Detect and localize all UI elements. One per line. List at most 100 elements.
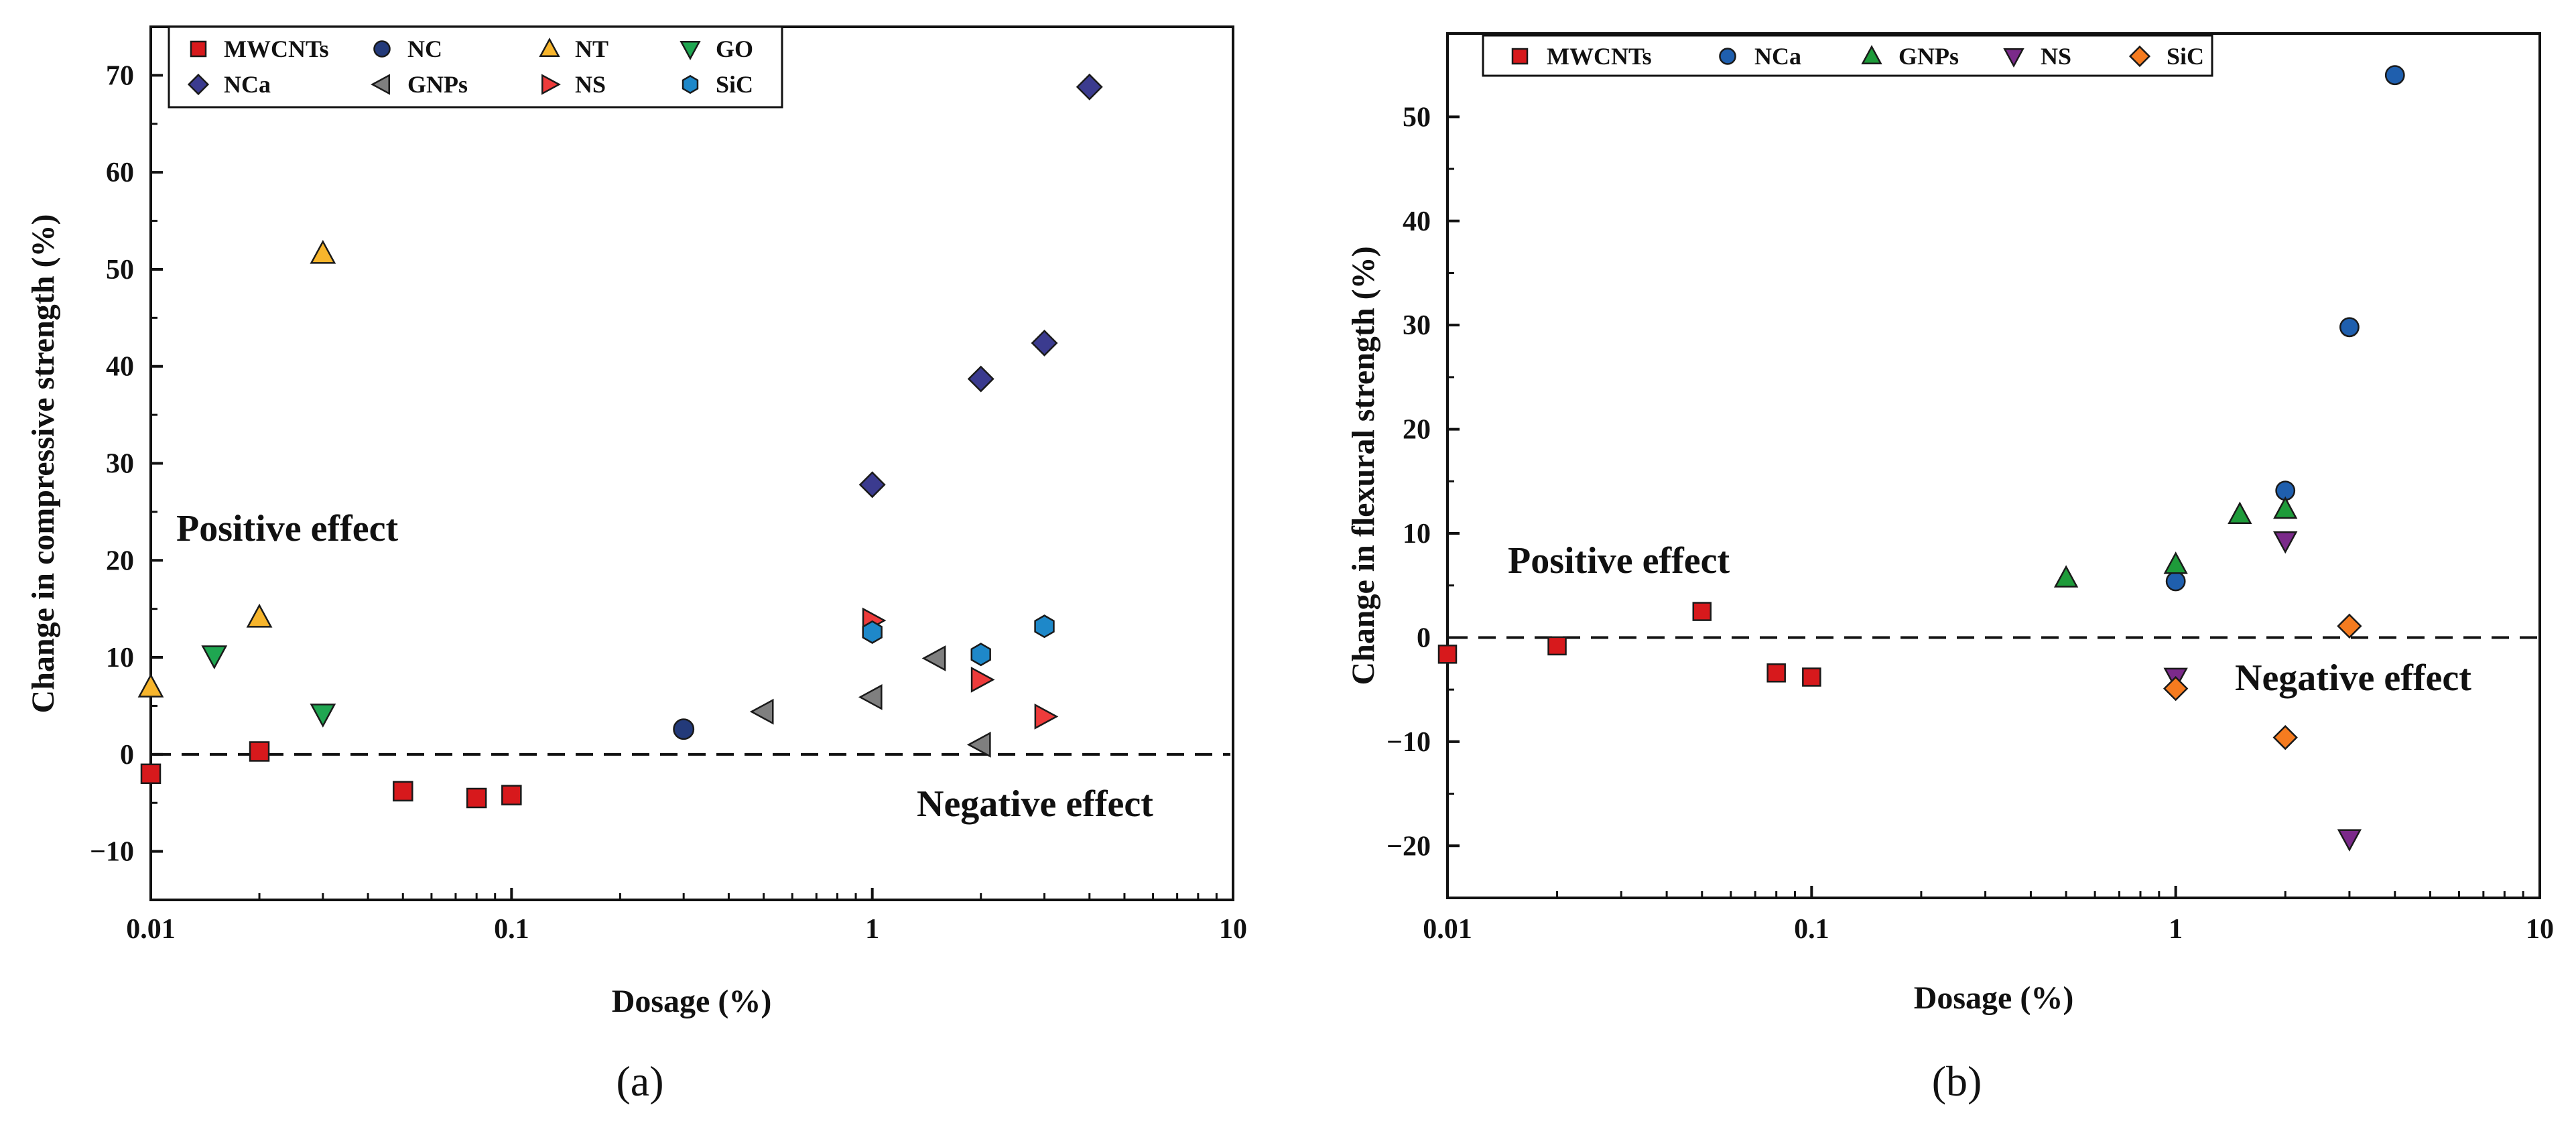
data-point-mwcnts bbox=[249, 741, 270, 762]
legend-label-nt: NT bbox=[575, 36, 608, 62]
data-point-sic bbox=[970, 643, 991, 667]
legend-label-gnps: GNPs bbox=[1898, 43, 1959, 70]
legend-marker-mwcnts bbox=[190, 40, 207, 58]
panel-b-legend: MWCNTs NCa GNPs NS SiC bbox=[1482, 34, 2213, 77]
legend-label-ns: NS bbox=[2041, 43, 2071, 70]
legend-marker-sic bbox=[2128, 45, 2151, 68]
y-tick-label: −20 bbox=[1387, 831, 1431, 862]
data-point-ns bbox=[2273, 531, 2298, 554]
legend-label-nca: NCa bbox=[1754, 43, 1801, 70]
y-tick-label: 50 bbox=[106, 255, 134, 285]
data-point-gnps bbox=[749, 698, 774, 725]
data-point-gnps bbox=[921, 645, 946, 671]
data-point-nca bbox=[2384, 65, 2405, 86]
legend-marker-sic bbox=[682, 74, 699, 94]
panel-b-points bbox=[1437, 65, 2405, 852]
data-point-mwcnts bbox=[501, 785, 522, 805]
panel-b-annotation-positive: Positive effect bbox=[1508, 540, 1730, 582]
legend-marker-gnps bbox=[1861, 45, 1882, 64]
panel-a-plot-frame bbox=[149, 25, 1234, 901]
data-point-mwcnts bbox=[140, 763, 162, 785]
panel-a-legend-box bbox=[168, 25, 783, 109]
data-point-ns bbox=[2337, 829, 2362, 852]
y-tick-label: −10 bbox=[1387, 727, 1431, 758]
legend-label-nc: NC bbox=[407, 36, 442, 62]
legend-marker-ns bbox=[541, 74, 561, 95]
data-point-nt bbox=[137, 673, 164, 698]
y-tick-label: 0 bbox=[1417, 622, 1431, 653]
panel-b-legend-box bbox=[1482, 34, 2213, 77]
panel-a-x-ticks: 0.01 0.1 1 10 bbox=[126, 888, 1247, 945]
x-tick-label: 0.01 bbox=[126, 914, 176, 945]
x-tick-label: 0.01 bbox=[1423, 914, 1472, 945]
data-point-sic bbox=[1034, 614, 1055, 639]
data-point-nca bbox=[858, 471, 886, 499]
legend-marker-mwcnts bbox=[1511, 48, 1529, 65]
panel-a: −10 0 10 20 30 40 50 60 70 0.01 0.1 1 10 Positive e… bbox=[25, 25, 1247, 1105]
panel-b: −20 −10 0 10 20 30 40 50 0.01 0.1 1 10 Positive ef… bbox=[1346, 32, 2554, 1105]
data-point-gnps bbox=[858, 684, 883, 710]
panel-b-annotation-negative: Negative effect bbox=[2235, 657, 2471, 699]
data-point-sic bbox=[2337, 613, 2362, 639]
panel-b-y-ticks: −20 −10 0 10 20 30 40 50 bbox=[1387, 102, 1460, 862]
legend-label-ns: NS bbox=[575, 71, 606, 98]
data-point-gnps bbox=[966, 731, 991, 758]
y-tick-label: 30 bbox=[1403, 310, 1431, 341]
panel-a-legend: MWCNTs NC NT GO NCa GNPs NS SiC bbox=[168, 25, 783, 109]
data-point-gnps bbox=[2053, 565, 2079, 588]
legend-label-mwcnts: MWCNTs bbox=[1547, 43, 1652, 70]
y-tick-label: 0 bbox=[120, 740, 134, 771]
data-point-go bbox=[201, 645, 228, 669]
panel-b-x-ticks: 0.01 0.1 1 10 bbox=[1423, 886, 2554, 945]
data-point-gnps bbox=[2273, 496, 2298, 519]
data-point-mwcnts bbox=[1692, 602, 1712, 621]
panel-a-annotation-negative: Negative effect bbox=[917, 783, 1153, 825]
x-tick-label: 10 bbox=[2526, 914, 2554, 945]
x-tick-label: 0.1 bbox=[1794, 914, 1829, 945]
panel-b-x-axis-title: Dosage (%) bbox=[1914, 980, 2074, 1016]
panel-a-points bbox=[137, 73, 1103, 809]
y-tick-label: 40 bbox=[1403, 206, 1431, 237]
y-tick-label: −10 bbox=[90, 837, 134, 868]
data-point-mwcnts bbox=[466, 787, 487, 809]
legend-label-gnps: GNPs bbox=[407, 71, 468, 98]
legend-label-nca: NCa bbox=[224, 71, 271, 98]
data-point-nca bbox=[1031, 330, 1058, 356]
x-tick-label: 1 bbox=[2169, 914, 2183, 945]
legend-marker-nca bbox=[187, 73, 210, 96]
x-tick-label: 1 bbox=[865, 914, 879, 945]
legend-label-mwcnts: MWCNTs bbox=[224, 36, 329, 62]
y-tick-label: 10 bbox=[106, 643, 134, 673]
data-point-sic bbox=[2272, 724, 2298, 750]
data-point-mwcnts bbox=[1802, 667, 1821, 687]
data-point-nca bbox=[2165, 571, 2186, 592]
y-tick-label: 50 bbox=[1403, 102, 1431, 133]
data-point-gnps bbox=[2228, 501, 2252, 524]
data-point-sic bbox=[862, 620, 883, 644]
y-tick-label: 20 bbox=[106, 545, 134, 576]
panel-a-annotation-positive: Positive effect bbox=[176, 508, 398, 549]
data-point-nca bbox=[1076, 73, 1103, 101]
legend-marker-go bbox=[680, 41, 701, 60]
data-point-nca bbox=[967, 365, 994, 393]
data-point-mwcnts bbox=[1766, 663, 1786, 683]
data-point-ns bbox=[970, 666, 995, 693]
panel-a-x-axis-title: Dosage (%) bbox=[612, 984, 772, 1019]
data-point-nt bbox=[246, 603, 273, 628]
data-point-gnps bbox=[2163, 551, 2188, 574]
y-tick-label: 30 bbox=[106, 449, 134, 480]
data-point-nc bbox=[673, 718, 695, 740]
legend-marker-nt bbox=[539, 38, 560, 57]
x-tick-label: 10 bbox=[1219, 914, 1247, 945]
data-point-ns bbox=[1034, 703, 1059, 730]
legend-marker-nc bbox=[373, 40, 391, 58]
panel-b-y-axis-title: Change in flexural strength (%) bbox=[1346, 246, 1381, 685]
panel-a-legend-entries: MWCNTs NC NT GO NCa GNPs NS SiC bbox=[187, 36, 753, 98]
data-point-nca bbox=[2339, 317, 2360, 338]
data-point-nt bbox=[310, 239, 336, 264]
data-point-sic bbox=[2163, 675, 2189, 702]
legend-label-sic: SiC bbox=[2167, 43, 2204, 70]
panel-b-plot-frame bbox=[1446, 32, 2541, 899]
x-tick-label: 0.1 bbox=[494, 914, 529, 945]
